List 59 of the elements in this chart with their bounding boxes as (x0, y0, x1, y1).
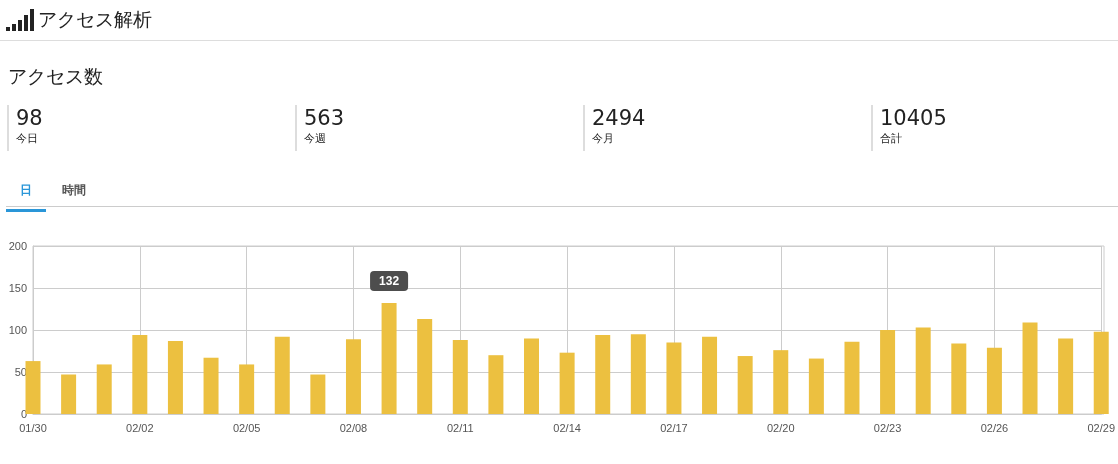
bar (239, 364, 255, 414)
bar (595, 335, 611, 414)
bar (844, 341, 860, 414)
text: 98 (16, 105, 43, 131)
bar (417, 319, 433, 414)
text: 合計 (880, 131, 903, 146)
bar (61, 374, 77, 414)
bar (559, 352, 575, 414)
text: アクセス数 (8, 64, 103, 89)
bar (96, 364, 112, 414)
bar (808, 358, 824, 414)
bar (274, 336, 290, 414)
x-tick-label: 02/02 (126, 421, 154, 434)
y-tick-label: 50 (14, 366, 27, 378)
bar (488, 355, 504, 414)
bar (132, 335, 148, 414)
bar (524, 338, 540, 414)
text: 今週 (304, 131, 327, 146)
text: アクセス解析 (38, 7, 152, 32)
bar (452, 340, 468, 414)
text: 今日 (16, 131, 39, 146)
x-tick-label: 02/14 (553, 421, 581, 434)
x-tick-label: 02/26 (980, 421, 1009, 434)
y-tick-label: 100 (8, 324, 27, 336)
text: 時間 (61, 182, 87, 199)
text: 10405 (880, 105, 947, 131)
bar (345, 339, 361, 414)
bar (737, 356, 753, 414)
bar (702, 336, 718, 414)
bar (25, 361, 41, 414)
bar (1058, 338, 1074, 414)
bar (1093, 331, 1109, 414)
y-tick-label: 150 (8, 282, 27, 294)
x-tick-label: 02/23 (873, 421, 902, 434)
x-tick-label: 02/11 (446, 421, 474, 434)
bar (381, 303, 397, 414)
bar (986, 347, 1002, 414)
bar (880, 330, 896, 414)
text: 563 (304, 105, 345, 131)
bar (915, 327, 931, 414)
text: 今月 (592, 131, 615, 146)
x-tick-label: 02/08 (339, 421, 368, 434)
x-tick-label: 02/29 (1087, 421, 1115, 434)
bar (310, 374, 326, 414)
bar (951, 343, 967, 414)
text: 2494 (592, 105, 646, 131)
text: 日 (6, 182, 46, 212)
bar (666, 342, 682, 414)
y-tick-label: 200 (8, 240, 27, 252)
x-tick-label: 02/05 (232, 421, 261, 434)
bar (203, 357, 219, 414)
x-tick-label: 01/30 (19, 421, 47, 434)
bar (773, 350, 789, 414)
x-tick-label: 02/17 (660, 421, 688, 434)
bar (167, 340, 183, 414)
bar (630, 334, 646, 414)
data-label: 132 (379, 274, 400, 289)
bar (1022, 322, 1038, 414)
x-tick-label: 02/20 (767, 421, 795, 434)
